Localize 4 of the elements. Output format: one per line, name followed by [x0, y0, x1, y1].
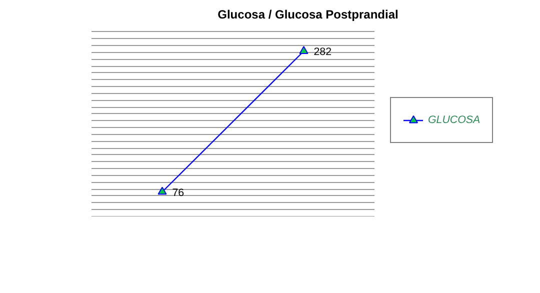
legend-label: GLUCOSA [428, 114, 480, 126]
data-label: 282 [314, 46, 332, 58]
chart-title: Glucosa / Glucosa Postprandial [218, 8, 398, 22]
data-label: 76 [172, 186, 184, 199]
